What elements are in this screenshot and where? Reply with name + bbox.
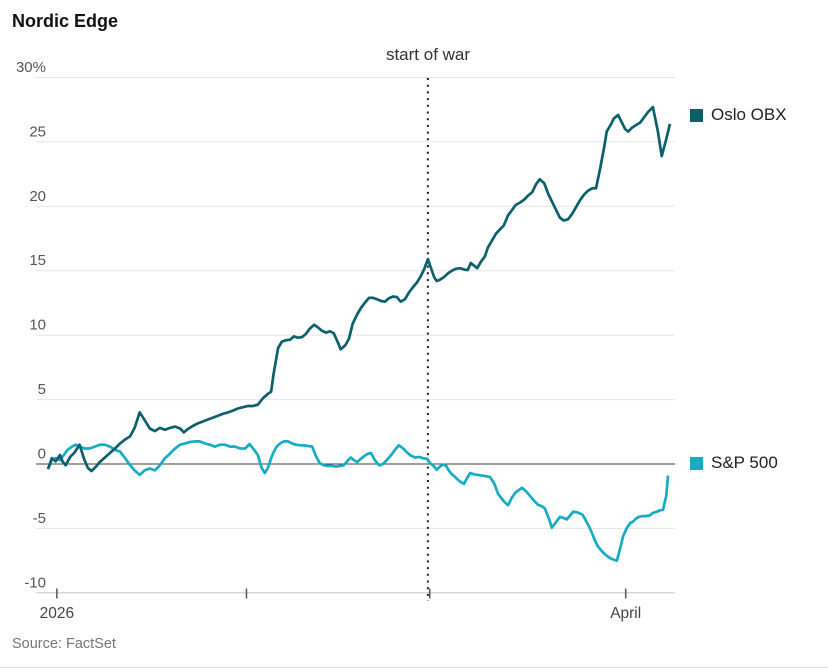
y-axis-label-25: 25: [29, 123, 46, 140]
y-axis-label-5: 5: [38, 381, 46, 398]
oslo-obx-legend-swatch: [690, 108, 703, 122]
y-axis-label--10: -10: [24, 574, 46, 591]
legend-item-oslo-obx: Oslo OBX: [690, 105, 787, 125]
legend-item-sp500: S&P 500: [690, 453, 778, 473]
sp500-legend-label: S&P 500: [711, 453, 778, 472]
sp500-legend-swatch: [690, 456, 703, 470]
y-axis-label-15: 15: [29, 252, 46, 269]
x-axis-label-April: April: [610, 605, 641, 622]
chart-title: Nordic Edge: [12, 11, 119, 31]
y-axis-label-30: 30%: [16, 59, 46, 76]
y-axis-label-20: 20: [29, 188, 46, 205]
sp500-line: [46, 440, 670, 562]
oslo-obx-legend-label: Oslo OBX: [711, 105, 787, 124]
y-axis-label-0: 0: [38, 445, 46, 462]
osloobx-line: [46, 105, 672, 473]
x-axis-label-2026: 2026: [40, 605, 74, 622]
y-axis-label--5: -5: [33, 510, 46, 527]
war-annotation-label: start of war: [385, 45, 471, 64]
y-axis-label-10: 10: [29, 317, 46, 334]
source-note: Source: FactSet: [12, 636, 116, 652]
